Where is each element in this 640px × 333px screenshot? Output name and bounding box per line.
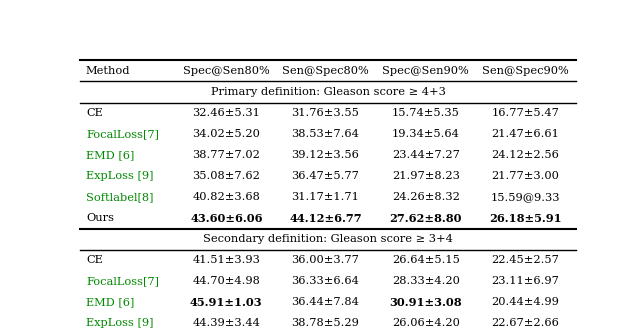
Text: Sen@Spec80%: Sen@Spec80% [282,66,369,76]
Text: FocalLoss[7]: FocalLoss[7] [86,129,159,139]
Text: ExpLoss [9]: ExpLoss [9] [86,171,154,181]
Text: 41.51±3.93: 41.51±3.93 [193,255,260,265]
Text: 26.64±5.15: 26.64±5.15 [392,255,460,265]
Text: 23.44±7.27: 23.44±7.27 [392,150,460,160]
Text: 20.44±4.99: 20.44±4.99 [492,297,559,307]
Text: ExpLoss [9]: ExpLoss [9] [86,318,154,328]
Text: 38.78±5.29: 38.78±5.29 [292,318,360,328]
Text: 21.47±6.61: 21.47±6.61 [492,129,559,139]
Text: Primary definition: Gleason score ≥ 4+3: Primary definition: Gleason score ≥ 4+3 [211,87,445,97]
Text: 31.17±1.71: 31.17±1.71 [292,192,360,202]
Text: 43.60±6.06: 43.60±6.06 [190,213,262,224]
Text: 15.74±5.35: 15.74±5.35 [392,108,460,118]
Text: EMD [6]: EMD [6] [86,297,134,307]
Text: 21.77±3.00: 21.77±3.00 [492,171,559,181]
Text: 24.26±8.32: 24.26±8.32 [392,192,460,202]
Text: 23.11±6.97: 23.11±6.97 [492,276,559,286]
Text: Spec@Sen80%: Spec@Sen80% [183,66,269,76]
Text: 36.47±5.77: 36.47±5.77 [292,171,360,181]
Text: 44.39±3.44: 44.39±3.44 [193,318,260,328]
Text: 19.34±5.64: 19.34±5.64 [392,129,460,139]
Text: 39.12±3.56: 39.12±3.56 [292,150,360,160]
Text: 38.77±7.02: 38.77±7.02 [193,150,260,160]
Text: 44.12±6.77: 44.12±6.77 [289,213,362,224]
Text: 28.33±4.20: 28.33±4.20 [392,276,460,286]
Text: 30.91±3.08: 30.91±3.08 [389,297,462,308]
Text: 27.62±8.80: 27.62±8.80 [390,213,462,224]
Text: 36.33±6.64: 36.33±6.64 [292,276,360,286]
Text: FocalLoss[7]: FocalLoss[7] [86,276,159,286]
Text: 24.12±2.56: 24.12±2.56 [492,150,559,160]
Text: 32.46±5.31: 32.46±5.31 [193,108,260,118]
Text: Spec@Sen90%: Spec@Sen90% [382,66,469,76]
Text: 44.70±4.98: 44.70±4.98 [193,276,260,286]
Text: 38.53±7.64: 38.53±7.64 [292,129,360,139]
Text: CE: CE [86,108,102,118]
Text: 21.97±8.23: 21.97±8.23 [392,171,460,181]
Text: Secondary definition: Gleason score ≥ 3+4: Secondary definition: Gleason score ≥ 3+… [203,234,453,244]
Text: 36.44±7.84: 36.44±7.84 [292,297,360,307]
Text: 45.91±1.03: 45.91±1.03 [190,297,262,308]
Text: 31.76±3.55: 31.76±3.55 [292,108,360,118]
Text: 15.59@9.33: 15.59@9.33 [490,192,560,202]
Text: 26.06±4.20: 26.06±4.20 [392,318,460,328]
Text: Ours: Ours [86,213,114,223]
Text: 16.77±5.47: 16.77±5.47 [492,108,559,118]
Text: CE: CE [86,255,102,265]
Text: Softlabel[8]: Softlabel[8] [86,192,154,202]
Text: EMD [6]: EMD [6] [86,150,134,160]
Text: 36.00±3.77: 36.00±3.77 [292,255,360,265]
Text: 22.67±2.66: 22.67±2.66 [492,318,559,328]
Text: 34.02±5.20: 34.02±5.20 [193,129,260,139]
Text: Method: Method [86,66,131,76]
Text: 35.08±7.62: 35.08±7.62 [193,171,260,181]
Text: 26.18±5.91: 26.18±5.91 [489,213,561,224]
Text: 40.82±3.68: 40.82±3.68 [193,192,260,202]
Text: 22.45±2.57: 22.45±2.57 [492,255,559,265]
Text: Sen@Spec90%: Sen@Spec90% [482,66,568,76]
